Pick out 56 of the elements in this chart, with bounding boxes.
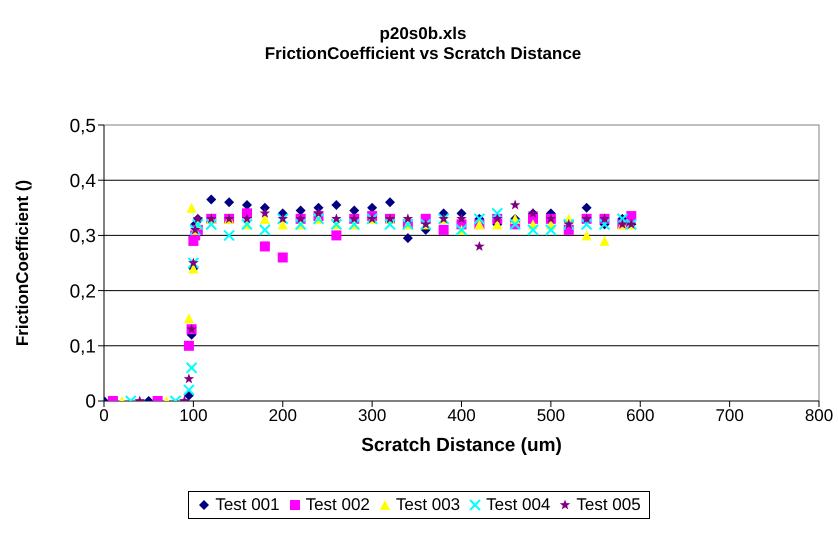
legend-label: Test 004 (486, 495, 550, 515)
point (184, 340, 194, 351)
y-tick-label: 0,3 (70, 226, 96, 248)
point (278, 252, 288, 262)
x-tick-label: 600 (626, 406, 654, 426)
point (258, 224, 271, 236)
point (456, 213, 467, 224)
x-tick-label: 300 (358, 406, 386, 426)
legend-label: Test 003 (396, 495, 460, 515)
point (331, 213, 342, 224)
point (313, 208, 324, 218)
point (580, 218, 593, 230)
point (384, 218, 396, 230)
y-tick-label: 0,5 (70, 116, 96, 137)
x-tick-label: 200 (268, 406, 297, 426)
point (402, 233, 413, 244)
point (331, 200, 342, 210)
x-tick-label: 400 (447, 406, 476, 426)
point (438, 224, 449, 235)
point (544, 224, 557, 236)
chart-subtitle: FrictionCoefficient vs Scratch Distance (264, 44, 582, 64)
point (491, 207, 504, 220)
point (385, 197, 395, 208)
point (527, 224, 539, 236)
point (582, 202, 592, 213)
point (224, 197, 234, 208)
point (331, 230, 342, 240)
x-tick-label: 0 (99, 406, 109, 426)
legend-label: Test 005 (576, 495, 641, 515)
y-axis-title: FrictionCoefficient () (13, 180, 32, 346)
point (474, 240, 485, 251)
point (402, 213, 414, 224)
point (510, 200, 520, 210)
point (600, 236, 610, 246)
point (184, 313, 194, 324)
point (184, 373, 194, 384)
y-tick-label: 0,4 (70, 170, 96, 192)
legend-label: Test 001 (215, 495, 280, 515)
y-tick-label: 0,2 (70, 281, 96, 302)
point (367, 202, 378, 213)
point (205, 218, 218, 230)
point (223, 229, 236, 242)
chart-title: p20s0b.xls (378, 24, 468, 44)
x-tick-label: 500 (536, 406, 566, 426)
point (242, 213, 252, 224)
legend-label: Test 002 (306, 495, 370, 515)
x-tick-label: 100 (179, 406, 208, 426)
point (260, 241, 270, 252)
x-tick-label: 700 (715, 406, 744, 426)
point (260, 208, 270, 218)
point (582, 230, 592, 240)
point (206, 194, 216, 205)
x-axis-title: Scratch Distance (um) (360, 434, 563, 457)
y-tick-label: 0,1 (70, 336, 96, 358)
x-tick-label: 800 (804, 406, 834, 426)
point (186, 202, 197, 213)
